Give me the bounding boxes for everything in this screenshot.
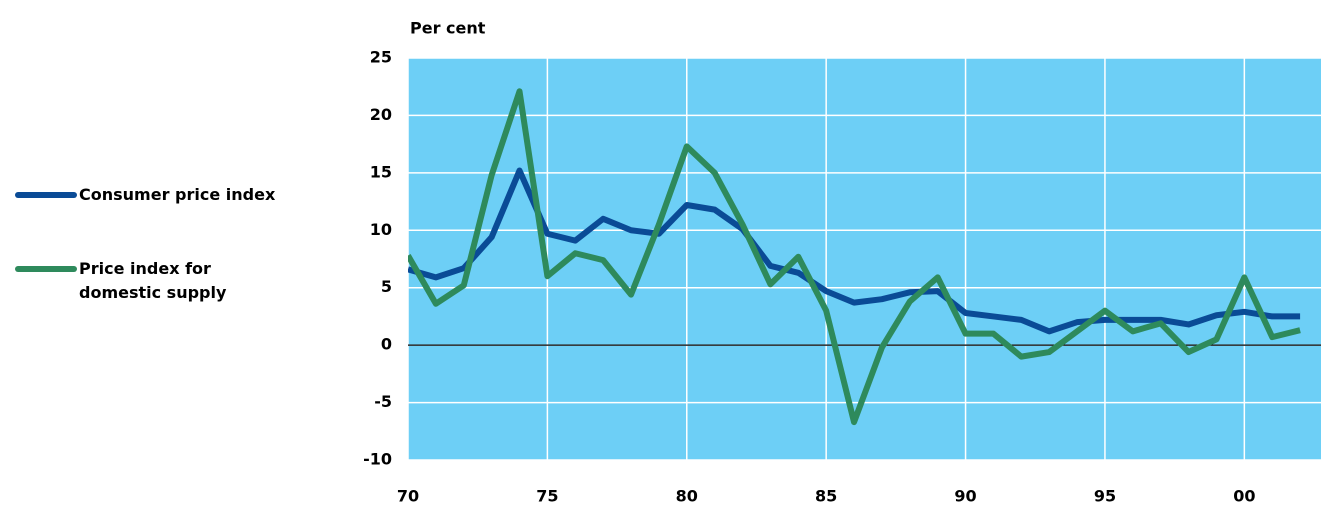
x-tick-label: 80 xyxy=(676,487,698,506)
y-axis-label: Per cent xyxy=(410,19,486,38)
y-tick-label: 0 xyxy=(381,335,392,354)
legend-label: Price index for domestic supply xyxy=(79,259,227,302)
y-tick-label: -10 xyxy=(363,450,392,469)
legend-label: Consumer price index xyxy=(79,185,276,204)
x-tick-label: 75 xyxy=(536,487,558,506)
x-tick-label: 70 xyxy=(397,487,419,506)
y-tick-label: -5 xyxy=(374,392,392,411)
y-tick-label: 15 xyxy=(370,162,392,181)
y-tick-label: 20 xyxy=(370,105,392,124)
y-tick-label: 10 xyxy=(370,220,392,239)
legend-swatch xyxy=(15,192,77,198)
legend-item: Consumer price index xyxy=(15,183,275,207)
x-tick-label: 95 xyxy=(1094,487,1116,506)
x-tick-label: 85 xyxy=(815,487,837,506)
series-line xyxy=(408,88,1301,426)
y-tick-label: 25 xyxy=(370,48,392,67)
legend-swatch xyxy=(15,266,77,272)
y-tick-label: 5 xyxy=(381,277,392,296)
legend-item: Price index for domestic supply xyxy=(15,257,239,305)
x-tick-label: 90 xyxy=(954,487,976,506)
x-tick-label: 00 xyxy=(1233,487,1255,506)
series-line xyxy=(408,167,1301,335)
